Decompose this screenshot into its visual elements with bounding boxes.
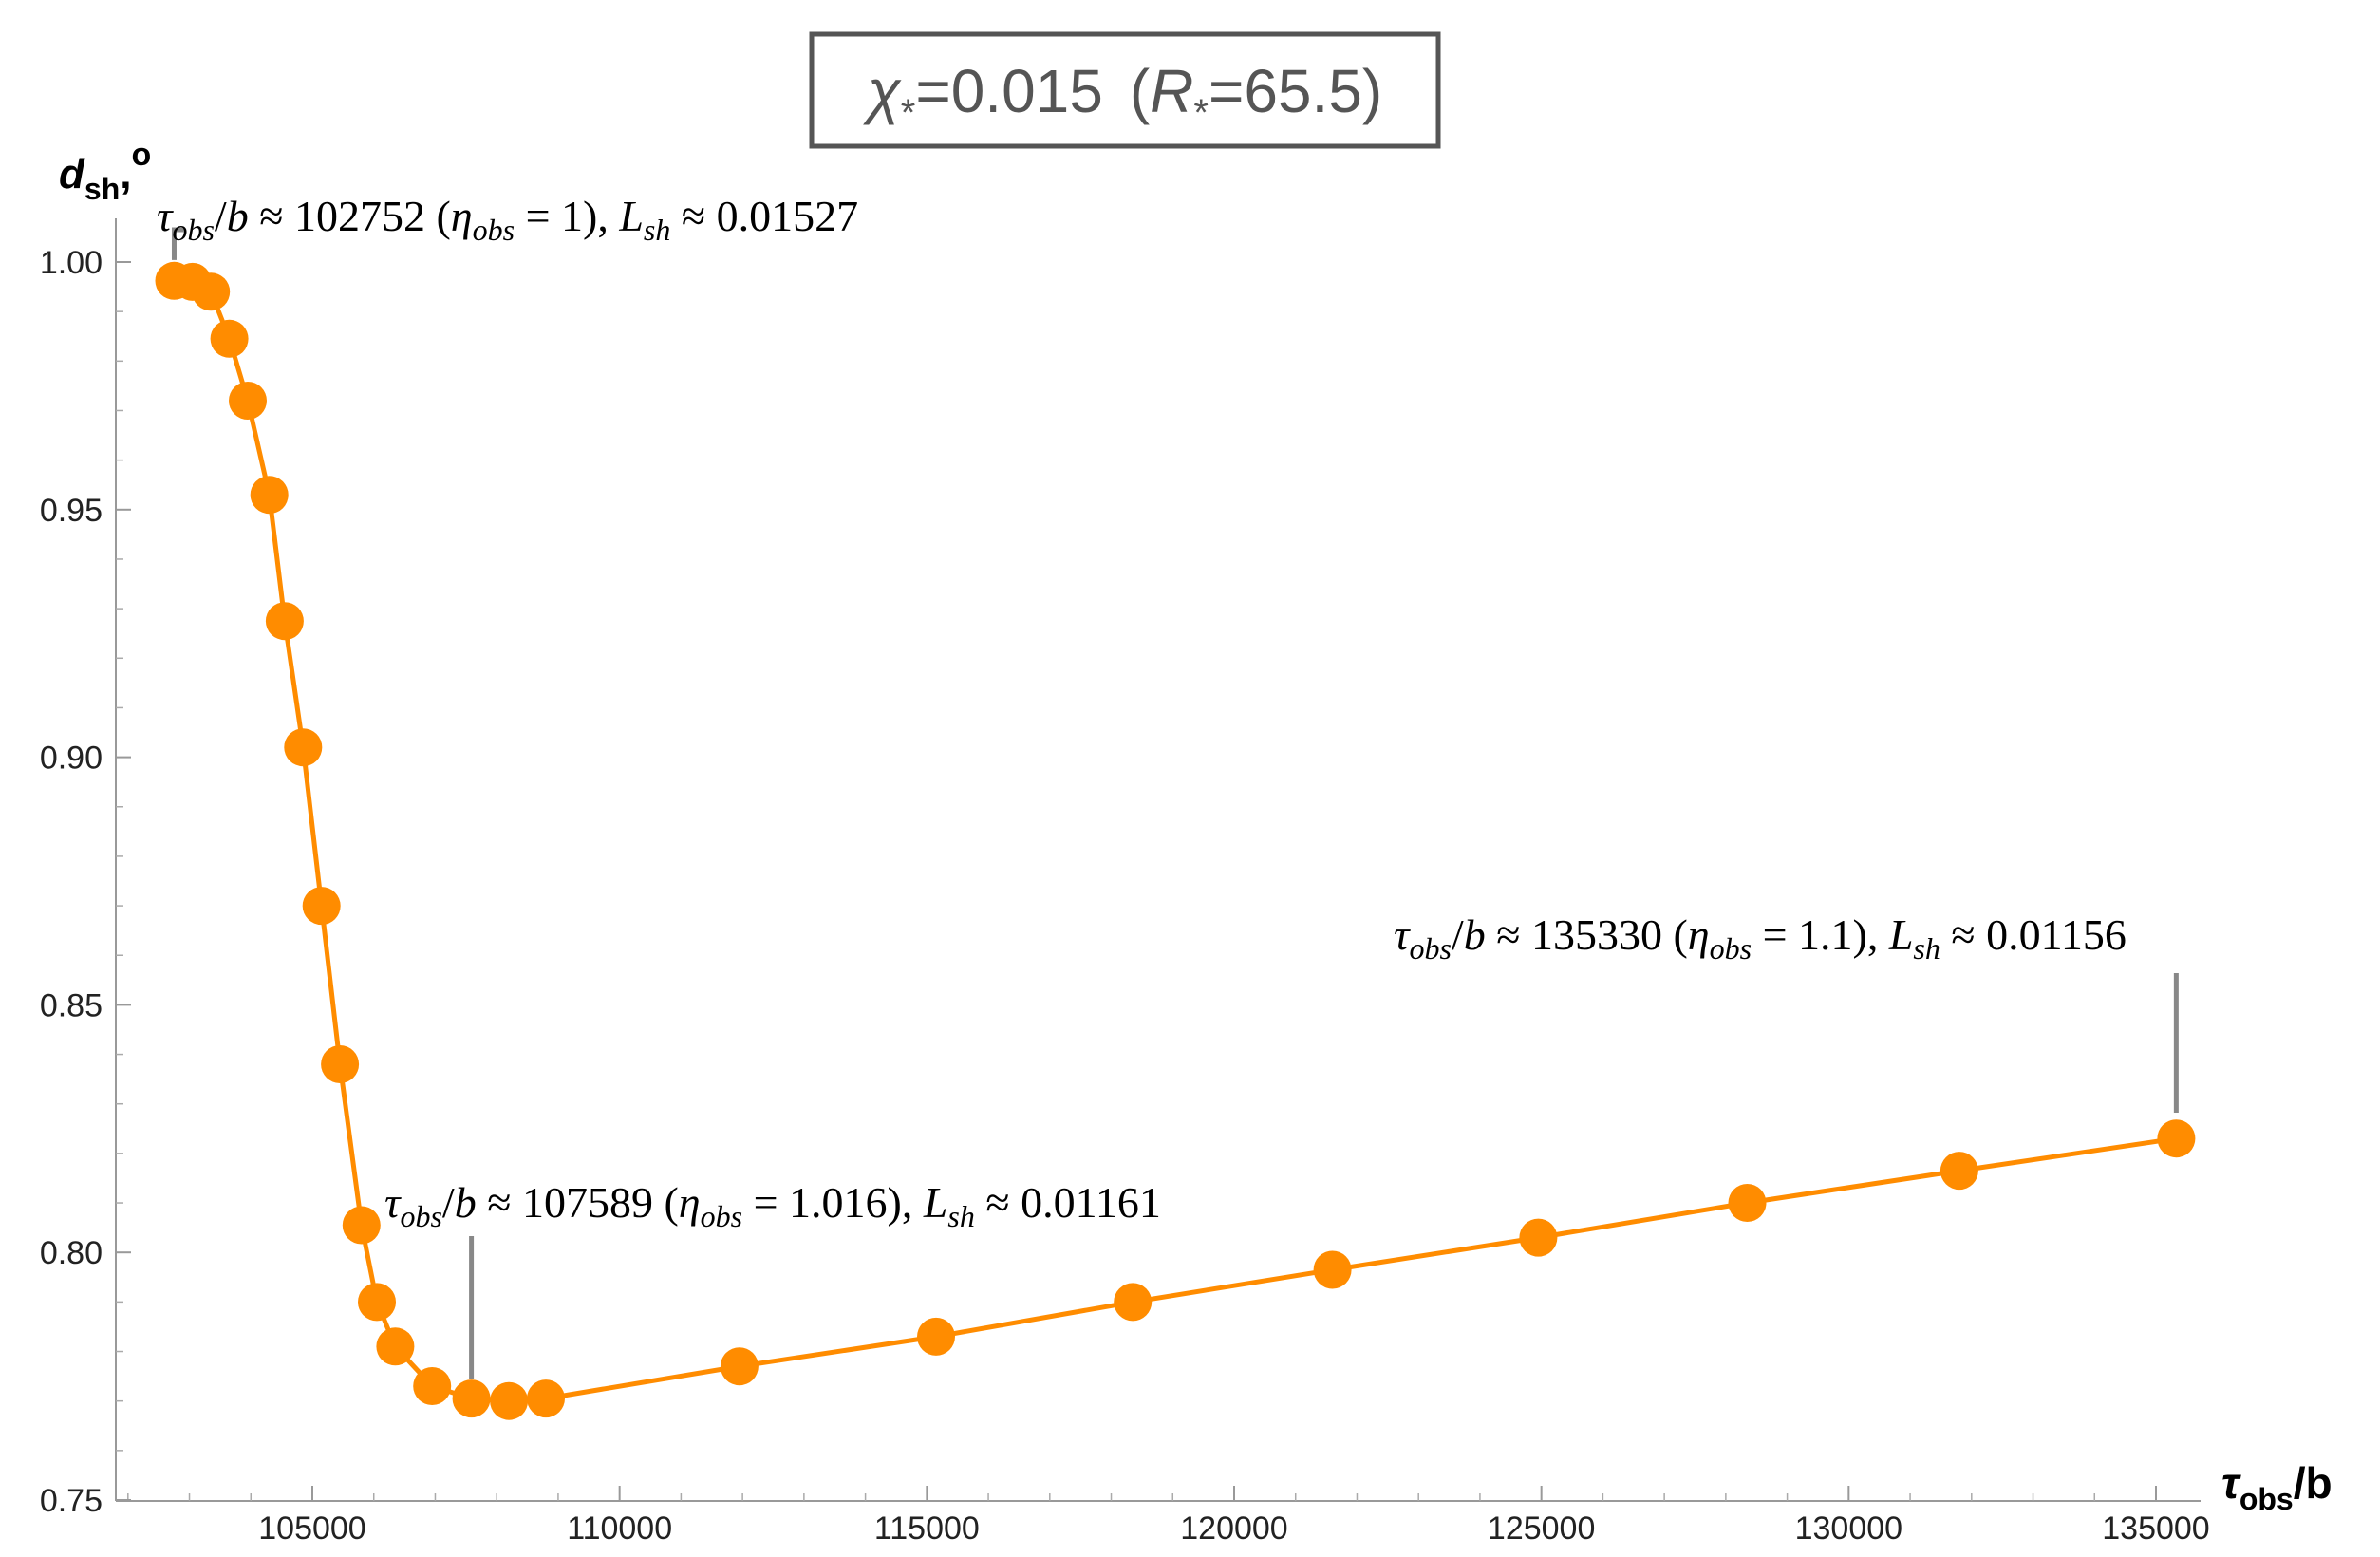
- annotation-text: ≈ 107589 (: [477, 1178, 679, 1227]
- annotation-subscript: sh: [1913, 931, 1940, 966]
- annotation-text: b: [455, 1178, 477, 1227]
- annotation-text: η: [679, 1178, 701, 1227]
- annotation-text: L: [618, 192, 644, 240]
- data-point: [1940, 1152, 1978, 1191]
- chart-title: χ*=0.015 (R*=65.5): [809, 31, 1441, 149]
- data-point: [342, 1206, 381, 1245]
- y-tick-label: 1.00: [40, 245, 103, 281]
- annotation-subscript: obs: [473, 213, 515, 247]
- data-point: [376, 1327, 415, 1366]
- annotation-text: = 1.1),: [1752, 910, 1889, 959]
- annotation-text: ≈ 0.01161: [975, 1178, 1161, 1227]
- annotation-subscript: obs: [172, 213, 214, 247]
- y-tick-label: 0.90: [40, 741, 103, 777]
- data-point: [1114, 1283, 1153, 1322]
- x-tick-label: 130000: [1795, 1510, 1902, 1547]
- annotation-subscript: obs: [400, 1199, 441, 1233]
- series-line: [174, 278, 2177, 1404]
- x-tick-label: 120000: [1180, 1510, 1287, 1547]
- x-tick-label: 110000: [567, 1510, 672, 1547]
- annotation-text: /: [1452, 910, 1464, 959]
- annotation-text: b: [227, 192, 249, 240]
- data-point: [302, 887, 341, 926]
- annotation-leader-1: [171, 227, 184, 260]
- annotation-text: τ: [1394, 910, 1411, 959]
- data-point: [413, 1367, 452, 1405]
- x-tick-label: 115000: [874, 1510, 980, 1547]
- x-tick-label: 125000: [1488, 1510, 1595, 1547]
- annotation-text: η: [1688, 910, 1710, 959]
- data-point: [358, 1283, 396, 1322]
- data-point: [720, 1347, 759, 1386]
- annotation-text: L: [1888, 910, 1914, 959]
- annotation-label-2: τobs/b ≈ 107589 (ηobs = 1.016), Lsh ≈ 0.…: [384, 1178, 1161, 1233]
- data-point: [1313, 1250, 1352, 1289]
- data-point: [284, 728, 323, 767]
- x-axis-title: τobs/b: [2221, 1458, 2333, 1516]
- data-point: [917, 1317, 955, 1356]
- annotation-subscript: obs: [1710, 931, 1752, 966]
- annotation-text: /: [215, 192, 227, 240]
- annotation-subscript: sh: [947, 1199, 974, 1233]
- data-point: [192, 272, 231, 311]
- y-tick-label: 0.85: [40, 987, 103, 1023]
- data-point: [1728, 1184, 1767, 1222]
- y-tick-label: 0.75: [40, 1483, 103, 1519]
- data-point: [1519, 1218, 1558, 1257]
- annotation-label-3: τobs/b ≈ 135330 (ηobs = 1.1), Lsh ≈ 0.01…: [1394, 910, 2127, 966]
- title-box: [809, 31, 1441, 149]
- annotation-label-1: τobs/b ≈ 102752 (ηobs = 1), Lsh ≈ 0.0152…: [157, 192, 858, 247]
- plot-area: [155, 261, 2196, 1420]
- x-tick-label: 105000: [258, 1510, 365, 1547]
- annotation-text: η: [451, 192, 473, 240]
- annotation-text: ≈ 135330 (: [1486, 910, 1688, 959]
- annotation-text: = 1),: [515, 192, 619, 240]
- annotation-text: ≈ 0.01156: [1940, 910, 2127, 959]
- y-tick-label: 0.80: [40, 1235, 103, 1271]
- data-point: [527, 1379, 565, 1418]
- annotation-subscript: sh: [644, 213, 670, 247]
- x-tick-label: 135000: [2102, 1510, 2209, 1547]
- y-axis-title: dsh,o: [59, 137, 151, 206]
- annotation-leaders: [171, 227, 2179, 1379]
- annotation-subscript: obs: [701, 1199, 742, 1233]
- data-point: [229, 382, 267, 420]
- annotation-text: ≈ 0.01527: [670, 192, 858, 240]
- annotation-text: b: [1464, 910, 1486, 959]
- annotation-text: /: [442, 1178, 455, 1227]
- annotation-text: L: [923, 1178, 948, 1227]
- data-point: [210, 319, 249, 358]
- title-text: χ*=0.015 (R*=65.5): [863, 57, 1382, 134]
- annotation-text: ≈ 102752 (: [249, 192, 451, 240]
- data-point: [321, 1045, 360, 1083]
- data-point: [265, 602, 304, 641]
- data-point: [452, 1379, 491, 1418]
- annotation-text: = 1.016),: [742, 1178, 924, 1227]
- annotation-subscript: obs: [1409, 931, 1451, 966]
- annotation-text: τ: [384, 1178, 402, 1227]
- y-tick-label: 0.95: [40, 493, 103, 529]
- data-point: [2157, 1119, 2196, 1158]
- axes: 105000 110000 115000 120000 125000 130000 1350…: [40, 218, 2210, 1547]
- annotations: τobs/b ≈ 102752 (ηobs = 1), Lsh ≈ 0.0152…: [157, 192, 2127, 1233]
- data-point: [490, 1381, 529, 1420]
- annotation-text: τ: [157, 192, 174, 240]
- data-point: [250, 476, 289, 515]
